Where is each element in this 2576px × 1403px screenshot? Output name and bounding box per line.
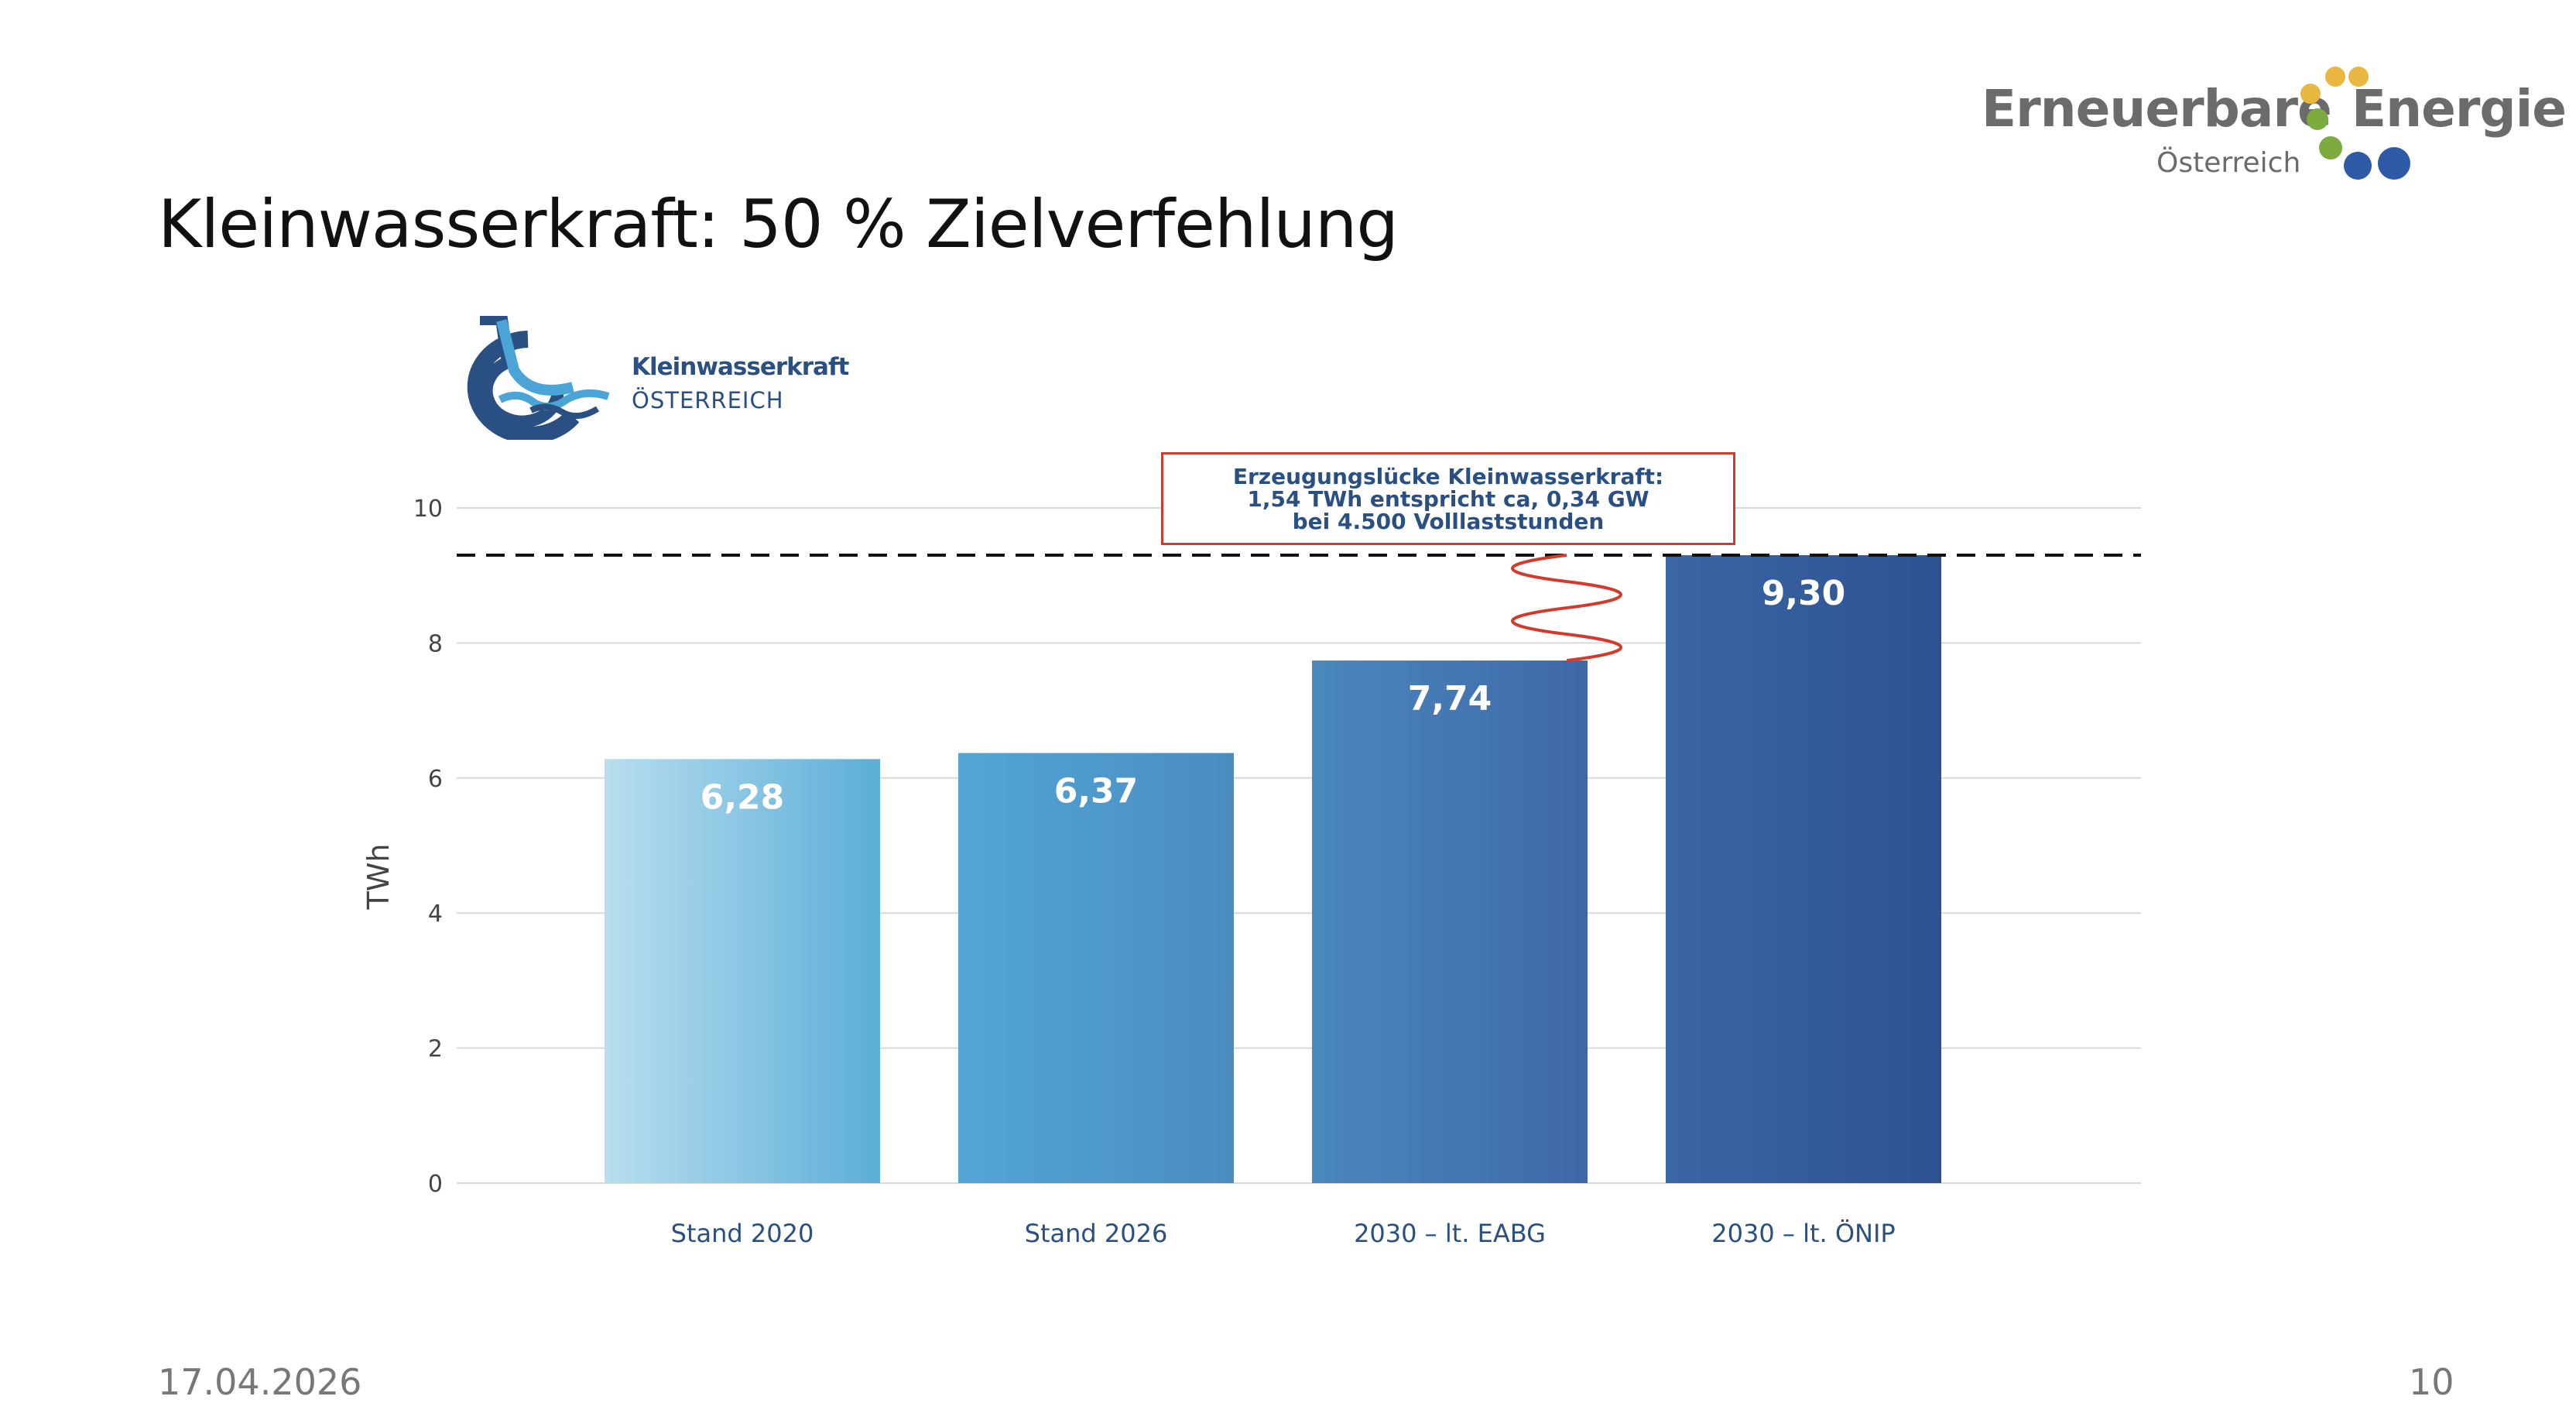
bar-value-label: 6,37 bbox=[1054, 772, 1139, 811]
partner-logo-name: Kleinwasserkraft bbox=[632, 353, 849, 381]
chart-y-tick-labels: 0 2 4 6 8 10 bbox=[413, 496, 443, 1198]
footer-page-number: 10 bbox=[2409, 1361, 2454, 1403]
chart-y-axis-label: TWh bbox=[361, 844, 396, 911]
erneuerbare-energie-logo: Erneuerbare Energie Österreich bbox=[1982, 62, 2567, 194]
annotation-line-3: bei 4.500 Volllaststunden bbox=[1292, 508, 1605, 534]
x-tick-label: 2030 – lt. ÖNIP bbox=[1711, 1219, 1895, 1248]
annotation-line-1: Erzeugungslücke Kleinwasserkraft: bbox=[1232, 463, 1664, 489]
gap-squiggle-line bbox=[1511, 554, 1622, 663]
logo-dot-blue-1 bbox=[2344, 152, 2372, 180]
y-tick-label: 10 bbox=[413, 496, 443, 523]
chart-gap-marker bbox=[1511, 554, 1622, 663]
logo-dot-blue-2 bbox=[2378, 147, 2410, 180]
y-tick-label: 6 bbox=[428, 766, 443, 793]
chart-x-tick-labels: Stand 2020 Stand 2026 2030 – lt. EABG 2030 … bbox=[671, 1219, 1896, 1248]
logo-dot-green-2 bbox=[2319, 136, 2342, 160]
x-tick-label: 2030 – lt. EABG bbox=[1354, 1219, 1546, 1248]
logo-dot-yellow-1 bbox=[2300, 84, 2321, 104]
bar bbox=[605, 759, 880, 1183]
bar bbox=[1666, 555, 1941, 1183]
bar-value-label: 7,74 bbox=[1408, 679, 1492, 719]
gap-annotation-box: Erzeugungslücke Kleinwasserkraft: 1,54 T… bbox=[1161, 452, 1735, 545]
bar-value-label: 9,30 bbox=[1762, 574, 1846, 613]
bar-value-label: 6,28 bbox=[701, 777, 785, 817]
y-tick-label: 2 bbox=[428, 1036, 443, 1063]
chart-bars bbox=[605, 555, 1941, 1183]
y-tick-label: 4 bbox=[428, 900, 443, 928]
logo-dot-yellow-2 bbox=[2325, 67, 2345, 87]
logo-dot-green-1 bbox=[2307, 108, 2328, 130]
bar bbox=[1312, 660, 1588, 1183]
annotation-line-2: 1,54 TWh entspricht ca, 0,34 GW bbox=[1247, 485, 1649, 512]
brand-logo-sub: Österreich bbox=[2156, 147, 2301, 179]
brand-logo-word2: Energie bbox=[2352, 79, 2567, 139]
x-tick-label: Stand 2020 bbox=[671, 1219, 814, 1248]
chart-value-labels: 6,28 6,37 7,74 9,30 bbox=[701, 574, 1846, 817]
kleinwasserkraft-emblem-icon bbox=[467, 313, 610, 444]
y-tick-label: 0 bbox=[428, 1171, 443, 1198]
bar bbox=[958, 753, 1234, 1183]
partner-logo-sub: ÖSTERREICH bbox=[632, 387, 784, 413]
x-tick-label: Stand 2026 bbox=[1025, 1219, 1168, 1248]
slide-title: Kleinwasserkraft: 50 % Zielverfehlung bbox=[158, 186, 1399, 263]
kleinwasserkraft-logo: Kleinwasserkraft ÖSTERREICH bbox=[457, 313, 859, 444]
logo-dot-yellow-3 bbox=[2348, 67, 2369, 87]
y-tick-label: 8 bbox=[428, 630, 443, 657]
brand-logo-word1: Erneuerbare bbox=[1982, 79, 2332, 139]
footer-date: 17.04.2026 bbox=[158, 1361, 362, 1403]
